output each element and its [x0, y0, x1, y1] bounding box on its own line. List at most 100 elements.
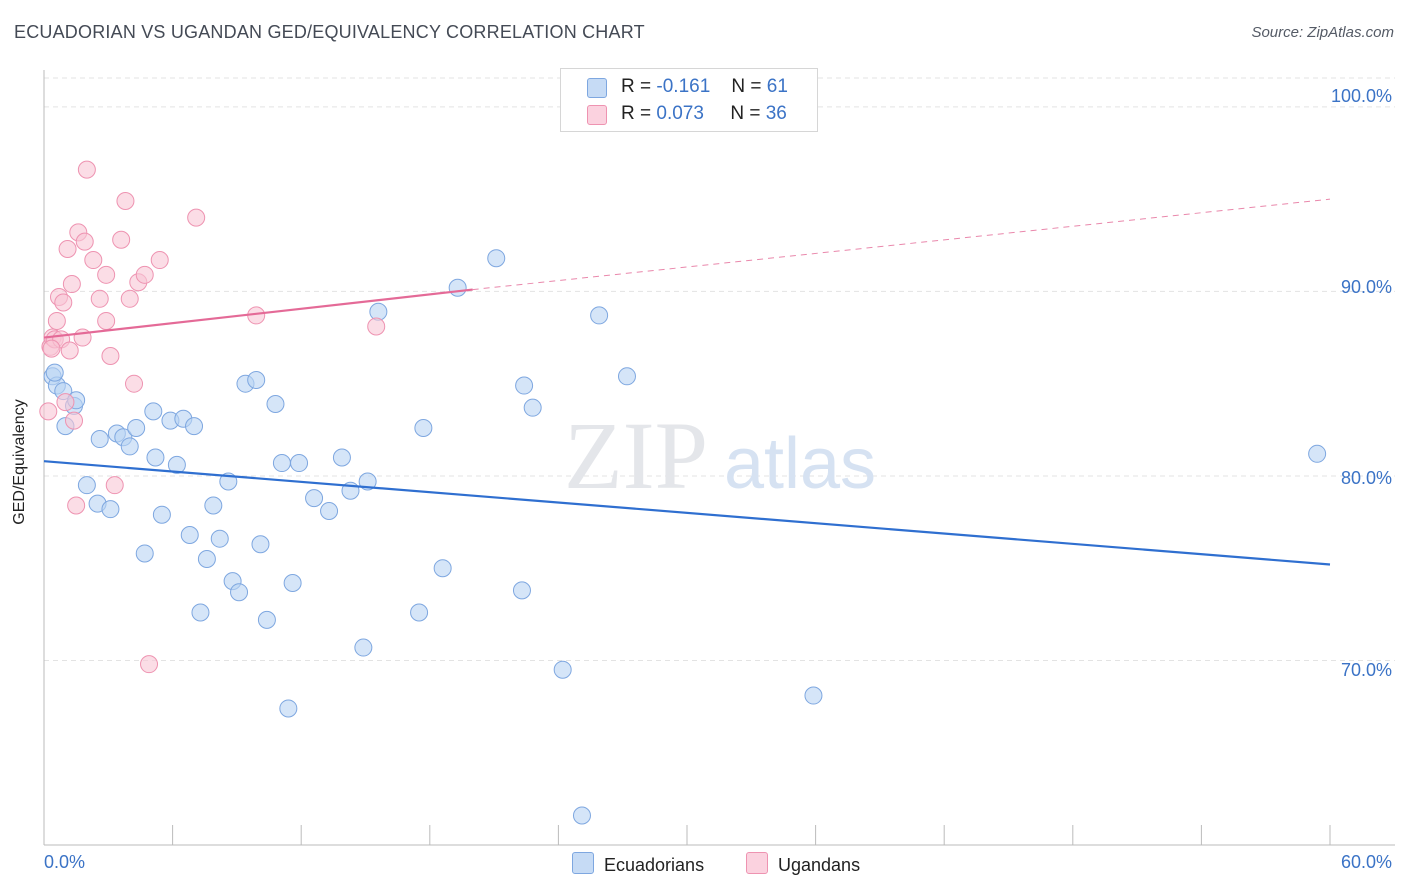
ecuadorian-point — [487, 249, 506, 268]
ecuadorian-point — [204, 496, 223, 515]
ecuadorian-point — [369, 302, 388, 321]
x-tick-max: 60.0% — [1340, 852, 1392, 872]
source-label: Source: ZipAtlas.com — [1251, 24, 1394, 41]
ecuadorian-point — [272, 454, 291, 473]
ecuadorian-point — [515, 376, 534, 395]
y-tick-80: 80.0% — [1340, 468, 1392, 488]
ecuadorian-point — [320, 502, 339, 521]
chart-title: ECUADORIAN VS UGANDAN GED/EQUIVALENCY CO… — [14, 22, 645, 42]
ugandan-point — [42, 339, 61, 358]
ecuadorian-point — [152, 505, 171, 524]
ecuadorian-point — [414, 418, 433, 437]
legend-r-label: R = — [621, 76, 652, 97]
ugandan-point — [367, 317, 386, 336]
ecuadorian-point — [290, 454, 309, 473]
watermark: ZIP atlas — [564, 402, 876, 509]
ecuadorian-point — [230, 583, 249, 602]
ecuadorian-point — [433, 559, 452, 578]
ugandan-point — [101, 347, 120, 366]
ugandan-point — [58, 239, 77, 258]
ecuadorian-point — [247, 371, 266, 389]
ugandan-point — [150, 251, 169, 270]
ecuadorian-point — [120, 437, 139, 456]
ugandan-point — [47, 311, 66, 330]
ugandan-point — [97, 265, 116, 284]
bottom-legend-ecuadorians: Ecuadorians — [572, 852, 704, 876]
axis-layer — [43, 70, 1395, 846]
ugandan-point — [39, 402, 58, 421]
legend-n-label: N = — [730, 103, 761, 124]
ecuadorian-point — [45, 363, 64, 382]
ugandan-point — [90, 289, 109, 308]
bottom-legend-swatch-blue — [572, 852, 594, 874]
ugandan-point — [116, 192, 135, 211]
ecuadorian-point — [77, 476, 96, 495]
ugandan-point — [75, 232, 94, 251]
ecuadorian-trend-line — [43, 460, 1331, 566]
legend-swatch-pink — [587, 105, 607, 125]
legend-r-label: R = — [621, 103, 652, 124]
ugandan-point — [120, 289, 139, 308]
ugandan-point — [77, 160, 96, 179]
ecuadorian-point — [101, 500, 120, 519]
ecuadorian-point — [283, 573, 302, 592]
ecuadorian-point — [191, 603, 210, 622]
y-axis-label: GED/Equivalency — [11, 399, 28, 525]
bottom-legend-label-ugandans: Ugandans — [778, 855, 861, 875]
bottom-legend-label-ecuadorians: Ecuadorians — [604, 855, 705, 875]
legend-n-value: 61 — [766, 76, 788, 97]
ugandan-point — [125, 374, 144, 393]
ecuadorian-point — [572, 806, 591, 825]
ugandan-point — [135, 265, 154, 284]
ecuadorian-point — [185, 417, 204, 436]
ecuadorian-point — [332, 448, 351, 467]
ugandan-point — [60, 341, 79, 360]
grid-layer — [44, 77, 1395, 661]
ecuadorian-point — [512, 581, 531, 600]
ecuadorian-point — [448, 278, 467, 297]
ecuadorian-point — [523, 398, 542, 417]
watermark-atlas: atlas — [724, 424, 876, 504]
legend-swatch-blue — [587, 78, 607, 98]
ecuadorian-point — [257, 610, 276, 629]
ecuadorian-point — [180, 526, 199, 544]
ugandan-point — [105, 476, 124, 495]
legend-n-value: 36 — [765, 103, 787, 124]
ugandan-point — [84, 251, 103, 270]
ugandan-point — [56, 393, 75, 412]
ecuadorian-point — [251, 535, 270, 554]
legend-r-value: 0.073 — [656, 103, 704, 124]
y-tick-90: 90.0% — [1340, 277, 1392, 297]
ugandan-point — [65, 411, 84, 430]
y-tick-100: 100.0% — [1330, 86, 1392, 106]
ecuadorian-point — [167, 455, 186, 474]
ecuadorian-point — [210, 529, 229, 548]
ecuadorian-point — [553, 660, 572, 679]
ugandan-point — [67, 496, 86, 515]
bottom-legend-swatch-pink — [746, 852, 768, 874]
ugandan-trend-extension — [472, 198, 1331, 291]
ugandan-point — [62, 275, 81, 294]
watermark-zip: ZIP — [564, 402, 708, 509]
ecuadorian-point — [135, 544, 154, 563]
ecuadorian-point — [617, 367, 636, 386]
ecuadorian-point — [1308, 444, 1327, 463]
points-layer — [39, 160, 1327, 825]
x-tick-min: 0.0% — [44, 852, 86, 872]
ecuadorian-point — [266, 394, 285, 413]
ecuadorian-point — [358, 472, 377, 491]
ecuadorian-point — [197, 549, 216, 568]
trend-layer — [43, 198, 1331, 566]
ugandan-point — [54, 293, 73, 312]
legend-r-value: -0.161 — [656, 76, 711, 97]
ugandan-point — [97, 311, 116, 330]
ecuadorian-point — [804, 686, 823, 705]
ecuadorian-point — [90, 430, 109, 449]
ugandan-trend-line — [43, 288, 473, 339]
correlation-legend: R = -0.161 N = 61 R = 0.073 N = 36 — [560, 68, 818, 132]
ecuadorian-point — [144, 402, 163, 421]
ecuadorian-point — [410, 603, 429, 622]
ecuadorian-point — [354, 638, 373, 657]
ecuadorian-point — [127, 418, 146, 437]
